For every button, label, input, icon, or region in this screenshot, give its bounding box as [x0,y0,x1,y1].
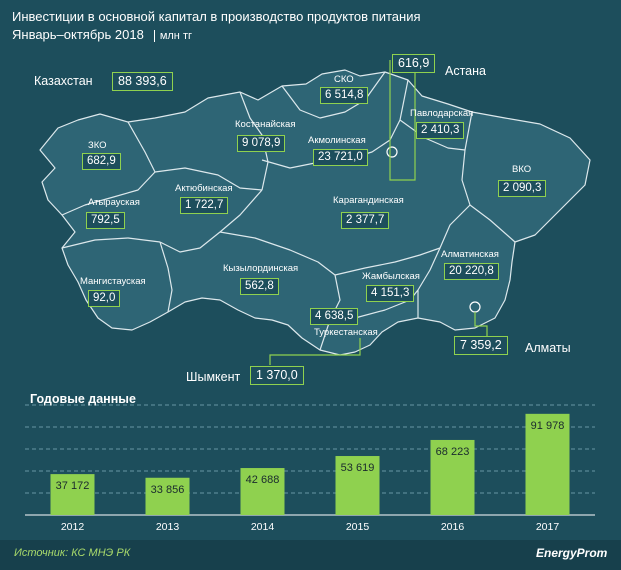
x-tick-label: 2017 [536,521,560,533]
region-value-vko: 2 090,3 [498,180,547,197]
x-tick-label: 2014 [251,521,275,533]
city-value-shymkent: 1 370,0 [250,366,304,385]
region-label-turkestan: Туркестанская [314,327,378,338]
border-almaty-obl [417,204,471,318]
region-value-sko: 6 514,8 [320,87,369,104]
bar-2015 [335,456,380,515]
region-label-karaganda: Карагандинская [333,195,404,206]
annual-data-title: Годовые данные [30,392,136,406]
region-value-pavlodar: 2 410,3 [416,122,465,139]
astana-leader [389,60,416,181]
region-value-zhambyl: 4 151,3 [366,285,415,302]
border-zko [61,121,156,216]
region-value-atyrau: 792,5 [86,212,125,229]
bars: 37 172 2012 33 856 2013 42 688 2014 53 619 2015… [50,413,570,533]
almaty-leader [474,312,488,340]
footer-bar [0,540,621,570]
region-value-turkestan: 4 638,5 [310,308,359,325]
chart-subtitle: Январь–октябрь 2018 млн тг [12,27,192,42]
city-label-astana: Астана [445,64,486,78]
region-value-zko: 682,9 [82,153,121,170]
bar-chart: 37 172 2012 33 856 2013 42 688 2014 53 619 2015… [25,404,595,533]
x-tick-label: 2013 [156,521,180,533]
region-label-zhambyl: Жамбылская [362,271,420,282]
bar-2012 [50,474,95,515]
region-label-zko: ЗКО [88,140,107,151]
region-label-pavlodar: Павлодарская [410,108,474,119]
bar-2017 [525,413,570,515]
unit-label: млн тг [153,30,192,42]
bar-2013 [145,477,190,515]
city-label-almaty: Алматы [525,341,571,355]
city-value-astana: 616,9 [392,54,436,73]
region-value-akmola: 23 721,0 [313,149,368,166]
bar-2014 [240,468,285,515]
region-value-mangystau: 92,0 [88,290,121,307]
period-label: Январь–октябрь 2018 [12,27,144,42]
region-label-aktobe: Актюбинская [175,183,233,194]
region-value-kostanay: 9 078,9 [237,135,286,152]
chart-title: Инвестиции в основной капитал в производ… [12,9,421,24]
region-value-almaty-obl: 20 220,8 [444,263,499,280]
border-atyrau [61,237,161,249]
source-label: Источник: КС МНЭ РК [14,547,131,559]
region-label-akmola: Акмолинская [308,135,366,146]
bar-value-label: 37 172 [56,480,90,492]
region-label-almaty-obl: Алматинская [441,249,499,260]
bar-value-label: 68 223 [436,446,470,458]
x-tick-label: 2016 [441,521,465,533]
bar-value-label: 33 856 [151,484,185,496]
city-value-almaty: 7 359,2 [454,336,508,355]
border-aktobe [154,167,263,191]
region-value-aktobe: 1 722,7 [180,197,229,214]
leader-lines [269,60,488,365]
bar-value-label: 42 688 [246,474,280,486]
region-value-karaganda: 2 377,7 [341,212,390,229]
brand-logo: EnergyProm [536,546,608,560]
region-label-vko: ВКО [512,164,532,175]
city-label-shymkent: Шымкент [186,370,241,384]
astana-marker [386,146,398,158]
shymkent-leader [269,338,361,365]
bar-2016 [430,439,475,515]
map-outline [39,69,591,356]
border-karaganda-south [159,189,263,253]
region-label-kostanay: Костанайская [235,119,296,130]
region-value-kyzylorda: 562,8 [240,278,279,295]
grid-lines [25,404,595,494]
x-tick-label: 2015 [346,521,370,533]
region-label-atyrau: Атырауская [88,197,140,208]
border-mangystau [159,241,173,313]
country-name: Казахстан [34,74,93,88]
border-zhambyl [334,247,441,276]
region-label-kyzylorda: Кызылординская [223,263,299,274]
bar-value-label: 91 978 [531,420,565,432]
x-tick-label: 2012 [61,521,85,533]
country-value: 88 393,6 [112,72,173,91]
region-label-sko: СКО [334,74,354,85]
region-label-mangystau: Мангистауская [80,276,146,287]
bar-value-label: 53 619 [341,462,375,474]
